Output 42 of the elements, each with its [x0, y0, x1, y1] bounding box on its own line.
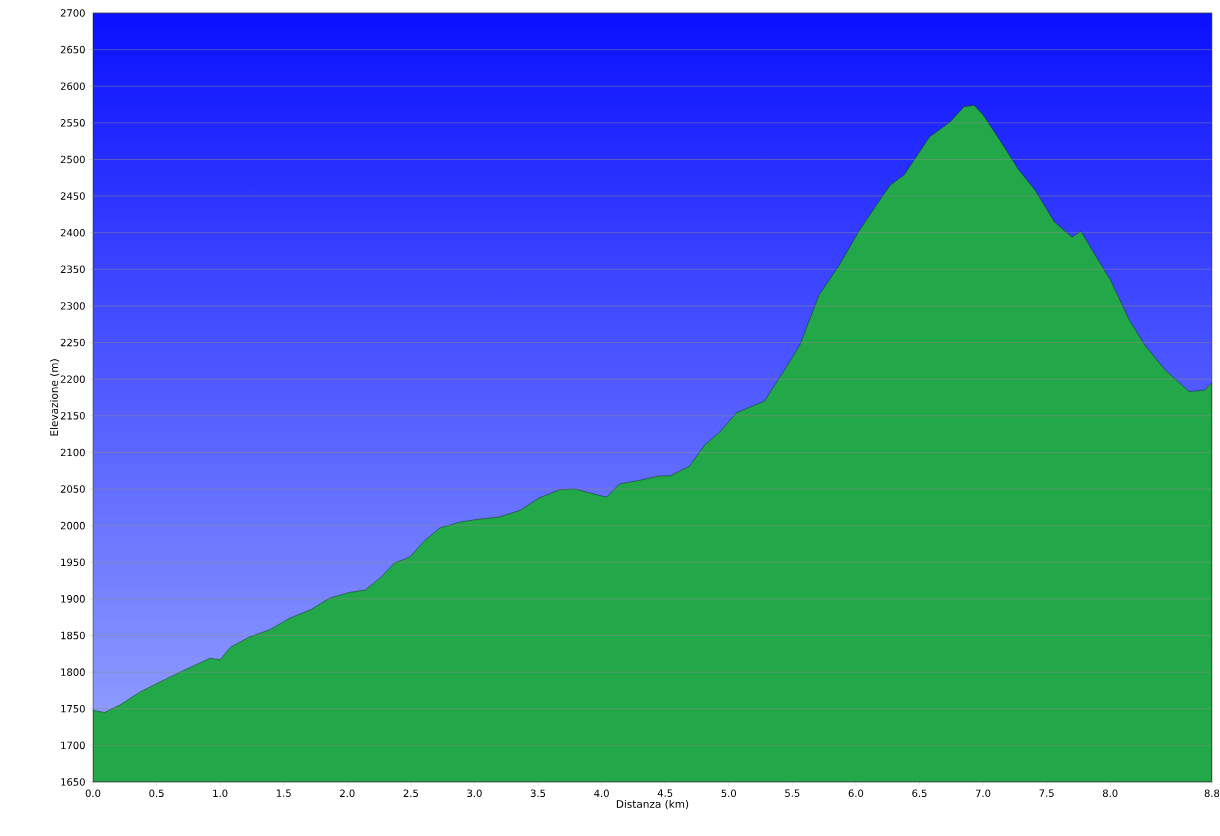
x-tick-label: 2.5: [403, 789, 418, 798]
x-axis-title: Distanza (km): [616, 799, 689, 810]
y-tick-label: 2450: [60, 192, 85, 200]
y-tick-label: 2700: [60, 9, 85, 17]
x-tick-label: 2.0: [340, 789, 355, 798]
y-tick-label: 1900: [61, 595, 85, 603]
x-tick-label: 0.0: [85, 789, 101, 798]
y-tick-label: 1950: [61, 558, 85, 567]
x-tick-label: 8.0: [1102, 789, 1118, 798]
y-tick-label: 1650: [61, 778, 85, 786]
y-tick-label: 2550: [60, 119, 85, 127]
y-tick-label: 2100: [60, 448, 85, 457]
y-tick-label: 2050: [60, 485, 85, 493]
x-tick-label: 5.5: [785, 789, 800, 797]
y-tick-label: 2200: [60, 375, 85, 383]
x-tick-label: 5.0: [721, 789, 737, 798]
x-tick-label: 3.0: [467, 789, 482, 798]
y-tick-label: 1800: [61, 668, 85, 676]
y-tick-label: 2650: [60, 45, 85, 54]
y-tick-label: 1700: [61, 741, 85, 750]
y-tick-label: 2600: [60, 82, 85, 90]
y-tick-label: 1850: [61, 631, 85, 640]
y-tick-label: 2000: [60, 521, 85, 530]
x-tick-label: 4.0: [594, 789, 609, 798]
y-tick-label: 2350: [60, 265, 85, 274]
y-tick-label: 2250: [60, 338, 85, 347]
y-tick-label: 2500: [60, 155, 85, 164]
y-tick-label: 2300: [60, 302, 85, 310]
x-tick-label: 8.8: [1204, 789, 1220, 798]
y-tick-label: 1750: [61, 704, 85, 713]
x-tick-label: 0.5: [149, 789, 164, 798]
x-tick-label: 3.5: [530, 789, 546, 798]
x-tick-label: 6.5: [912, 789, 927, 798]
y-axis-title: Elevazione (m): [49, 359, 60, 436]
x-tick-label: 1.5: [276, 789, 291, 797]
x-tick-label: 7.5: [1039, 789, 1054, 797]
x-tick-label: 4.5: [657, 789, 673, 797]
y-tick-label: 2400: [60, 228, 85, 237]
x-tick-label: 6.0: [848, 789, 864, 798]
x-tick-label: 1.0: [213, 789, 228, 798]
y-tick-label: 2150: [60, 412, 85, 420]
x-tick-label: 7.0: [975, 789, 991, 798]
